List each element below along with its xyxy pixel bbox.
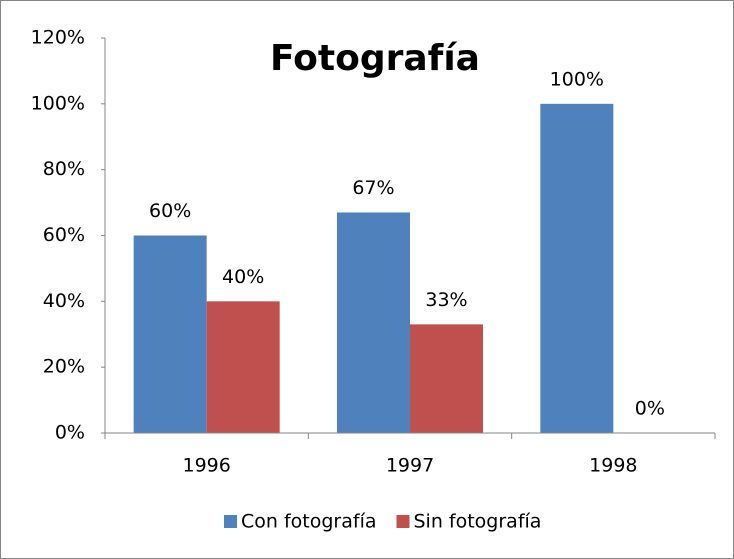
- y-tick-label: 20%: [43, 356, 85, 378]
- data-label: 60%: [149, 200, 191, 222]
- bar: [133, 235, 207, 433]
- y-tick-label: 40%: [43, 290, 85, 312]
- bar: [337, 212, 410, 433]
- bar: [410, 324, 483, 433]
- legend-label: Con fotografía: [241, 511, 377, 533]
- x-tick-label: 1998: [589, 455, 637, 477]
- y-tick-label: 120%: [31, 27, 85, 49]
- data-label: 40%: [222, 266, 264, 288]
- data-label: 67%: [352, 177, 394, 199]
- legend-label: Sin fotografía: [414, 511, 542, 533]
- legend-swatch: [224, 515, 237, 528]
- y-tick-label: 0%: [55, 422, 85, 444]
- x-tick-label: 1997: [386, 455, 434, 477]
- data-label: 0%: [635, 398, 665, 420]
- legend-swatch: [396, 515, 410, 528]
- y-tick-label: 60%: [43, 224, 85, 246]
- bar: [540, 103, 614, 433]
- y-tick-label: 100%: [31, 92, 85, 114]
- y-tick-label: 80%: [43, 158, 85, 180]
- data-label: 100%: [550, 68, 604, 90]
- data-label: 33%: [425, 289, 467, 311]
- chart-title: Fotografía: [270, 38, 480, 79]
- bar: [206, 301, 280, 433]
- x-tick-label: 1996: [182, 455, 230, 477]
